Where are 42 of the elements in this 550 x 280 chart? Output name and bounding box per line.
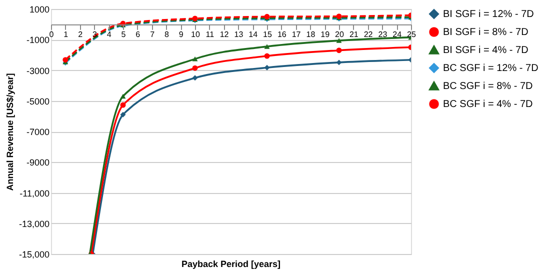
x-tick-label: 0 [49,30,54,39]
x-tick-label: 6 [136,30,141,39]
x-tick-label: 19 [320,30,330,39]
x-tick-label: 9 [178,30,184,39]
legend-label: BC SGF i = 12% - 7D [443,63,538,74]
x-tick-label: 12 [220,30,230,39]
legend-label: BC SGF i = 4% - 7D [443,99,533,110]
y-tick-label: -9000 [26,158,50,168]
x-tick-label: 18 [306,30,316,39]
y-axis-title: Annual Revenue [US$/year] [4,73,15,191]
y-tick-label: -13,000 [18,218,50,229]
x-tick-label: 14 [248,30,258,39]
x-tick-label: 10 [191,30,200,39]
x-tick-label: 13 [234,30,244,39]
x-tick-label: 23 [378,30,388,39]
x-tick-label: 22 [364,30,374,39]
x-tick-label: 1 [64,30,69,39]
legend-label: BI SGF i = 4% - 7D [443,45,528,56]
y-tick-label: -3000 [26,66,50,76]
y-tick-label: -11,000 [20,188,50,198]
x-tick-label: 2 [78,30,84,39]
x-tick-label: 16 [277,30,287,39]
y-tick-label: -5000 [26,96,50,106]
y-tick-label: -1000 [26,35,50,46]
x-tick-label: 20 [335,30,344,39]
y-tick-label: 1000 [29,4,50,14]
x-tick-label: 17 [292,30,302,39]
x-tick-label: 4 [106,30,112,39]
x-tick-label: 15 [263,30,272,39]
legend-label: BI SGF i = 12% - 7D [443,9,534,20]
x-tick-label: 8 [164,30,170,39]
y-tick-label: -15,000 [18,250,50,260]
legend-label: BC SGF i = 8% - 7D [443,81,533,92]
x-tick-label: 24 [392,30,402,39]
legend-label: BI SGF i = 8% - 7D [443,27,528,38]
x-tick-label: 25 [407,30,416,39]
x-axis-title: Payback Period [years] [181,259,281,269]
x-tick-label: 7 [150,30,156,39]
y-tick-label: -7000 [26,127,50,137]
x-tick-label: 5 [121,30,126,39]
x-tick-label: 21 [349,30,359,39]
x-tick-label: 11 [206,30,215,39]
